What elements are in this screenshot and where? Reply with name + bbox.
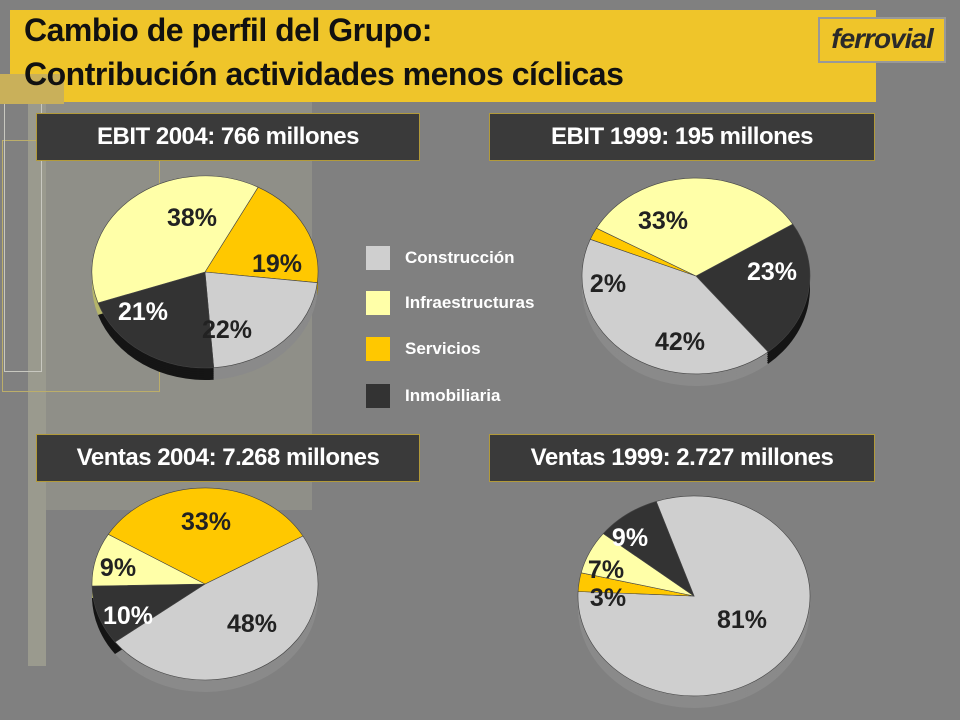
chart-header-ventas-1999: Ventas 1999: 2.727 millones xyxy=(489,434,875,482)
data-label-inmobiliaria: 10% xyxy=(103,602,153,630)
data-label-inmobiliaria: 21% xyxy=(118,298,168,326)
data-label-infraestructuras: 9% xyxy=(100,554,136,582)
decor-block xyxy=(0,74,64,104)
legend-label: Infraestructuras xyxy=(405,293,535,312)
logo-text: ferrovial xyxy=(831,23,934,54)
page-title: Cambio de perfil del Grupo: Contribución… xyxy=(24,8,684,96)
data-label-servicios: 33% xyxy=(181,508,231,536)
pie-slice-infraestructuras xyxy=(596,177,794,277)
chart-header-ventas-2004: Ventas 2004: 7.268 millones xyxy=(36,434,420,482)
legend-item-infraestructuras: Infraestructuras xyxy=(366,291,586,315)
pie-slice-construccion xyxy=(204,271,318,369)
data-label-inmobiliaria: 23% xyxy=(747,258,797,286)
pie-slice-inmobiliaria xyxy=(602,501,695,597)
legend-swatch xyxy=(366,246,390,270)
legend-item-construccion: Construcción xyxy=(366,246,586,270)
pie-slice-construccion xyxy=(581,238,769,375)
pie-chart-ventas-1999: 81% 3%7% 9% xyxy=(577,495,811,708)
data-label-infraestructuras: 7% xyxy=(588,556,624,584)
chart-header-ebit-1999: EBIT 1999: 195 millones xyxy=(489,113,875,161)
data-label-construccion: 81% xyxy=(717,606,767,634)
data-label-construccion: 48% xyxy=(227,610,277,638)
data-label-inmobiliaria: 9% xyxy=(612,524,648,552)
ferrovial-logo: ferrovial xyxy=(818,17,946,63)
pie-slice-inmobiliaria xyxy=(91,583,207,643)
pie-slice-construccion xyxy=(114,535,319,681)
data-label-servicios: 3% xyxy=(590,584,626,612)
pie-slice-inmobiliaria xyxy=(97,271,215,369)
pie-slice-servicios xyxy=(204,186,319,284)
data-label-construccion: 22% xyxy=(202,316,252,344)
pie-chart-ebit-2004: 19% 22% 21% 38% xyxy=(91,175,319,380)
pie-chart-ebit-1999: 23% 42% 2% 33% xyxy=(581,177,811,386)
pie-slice-infraestructuras xyxy=(91,175,259,304)
legend-label: Servicios xyxy=(405,339,481,358)
legend-label: Inmobiliaria xyxy=(405,386,501,405)
data-label-infraestructuras: 38% xyxy=(167,204,217,232)
pie-slice-inmobiliaria xyxy=(695,223,811,353)
data-label-servicios: 19% xyxy=(252,250,302,278)
legend-swatch xyxy=(366,291,390,315)
chart-header-ebit-2004: EBIT 2004: 766 millones xyxy=(36,113,420,161)
data-label-servicios: 2% xyxy=(590,270,626,298)
title-line-1: Cambio de perfil del Grupo: xyxy=(24,12,432,48)
pie-slice-servicios xyxy=(107,487,304,585)
legend-item-servicios: Servicios xyxy=(366,337,586,361)
legend-swatch xyxy=(366,384,390,408)
data-label-construccion: 42% xyxy=(655,328,705,356)
title-line-2: Contribución actividades menos cíclicas xyxy=(24,56,624,92)
legend-label: Construcción xyxy=(405,248,515,267)
title-band xyxy=(10,10,876,102)
pie-chart-ventas-2004: 48% 10% 9% 33% xyxy=(91,487,319,692)
data-label-infraestructuras: 33% xyxy=(638,207,688,235)
legend-swatch xyxy=(366,337,390,361)
legend-item-inmobiliaria: Inmobiliaria xyxy=(366,384,586,408)
